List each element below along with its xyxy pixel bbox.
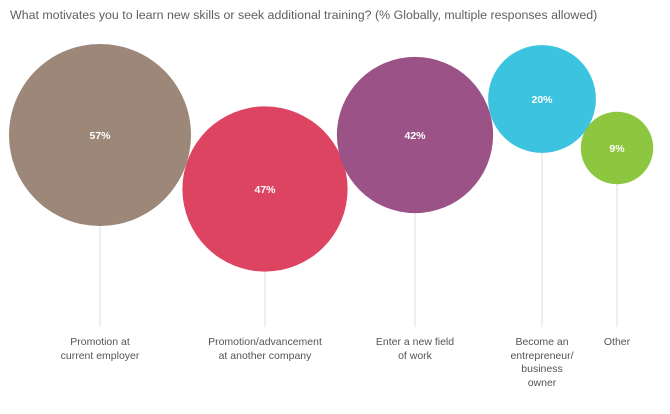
bubble — [336, 56, 494, 214]
chart-title: What motivates you to learn new skills o… — [10, 8, 598, 22]
bubble-value-label: 47% — [254, 184, 276, 196]
category-label: Enter a new field of work — [375, 336, 455, 362]
bubbles — [9, 44, 654, 272]
bubble — [580, 111, 654, 185]
bubble-value-label: 20% — [531, 94, 553, 106]
bubble — [488, 45, 596, 153]
bubble — [182, 106, 348, 272]
category-label: Promotion/advancement at another company — [208, 336, 322, 362]
category-label: Become an entrepreneur/ business owner — [510, 336, 574, 389]
bubble — [9, 44, 191, 226]
bubble-value-label: 57% — [89, 130, 111, 142]
bubble-value-label: 9% — [609, 143, 625, 155]
bubble-value-label: 42% — [404, 130, 426, 142]
category-label: Promotion at current employer — [60, 336, 140, 362]
category-label: Other — [603, 336, 631, 348]
bubble-value-labels: 57% 47% 42% 20% 9% — [89, 94, 625, 196]
